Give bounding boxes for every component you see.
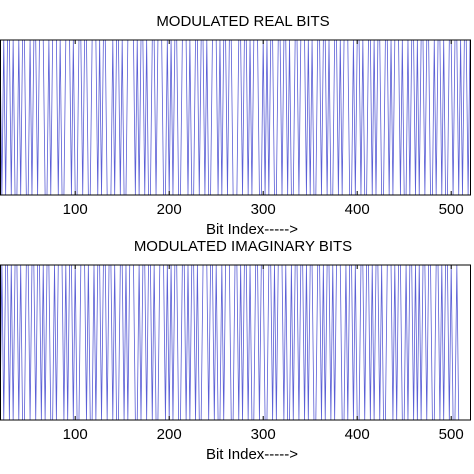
chart-title: MODULATED REAL BITS — [156, 13, 329, 30]
x-tick-label: 100 — [63, 201, 88, 218]
x-axis-label: Bit Index-----> — [206, 446, 298, 463]
x-tick-label: 400 — [345, 201, 370, 218]
chart-title: MODULATED IMAGINARY BITS — [134, 238, 352, 255]
x-tick-label: 200 — [157, 201, 182, 218]
signal-line — [0, 264, 460, 421]
x-tick-label: 300 — [251, 426, 276, 443]
x-tick-label: 100 — [63, 426, 88, 443]
x-axis-label: Bit Index-----> — [206, 221, 298, 238]
x-tick-label: 500 — [439, 426, 464, 443]
x-tick-label: 500 — [439, 201, 464, 218]
signal-line — [0, 39, 471, 196]
x-tick-label: 200 — [157, 426, 182, 443]
x-tick-label: 300 — [251, 201, 276, 218]
x-tick-label: 400 — [345, 426, 370, 443]
plot-frame — [0, 39, 471, 196]
plot-frame — [0, 264, 471, 421]
